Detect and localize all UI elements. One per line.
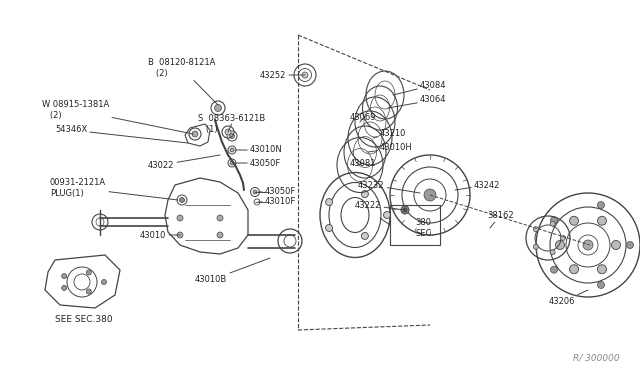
Circle shape bbox=[362, 232, 369, 240]
Circle shape bbox=[611, 241, 621, 250]
Circle shape bbox=[424, 189, 436, 201]
Circle shape bbox=[326, 199, 333, 206]
Text: 43232: 43232 bbox=[358, 180, 420, 193]
Circle shape bbox=[177, 215, 183, 221]
Bar bbox=[390, 205, 440, 245]
Circle shape bbox=[550, 266, 557, 273]
Circle shape bbox=[86, 270, 92, 275]
Text: 43010B: 43010B bbox=[195, 258, 270, 285]
Text: 43010: 43010 bbox=[140, 231, 180, 240]
Circle shape bbox=[403, 208, 407, 212]
Circle shape bbox=[362, 190, 369, 198]
Circle shape bbox=[550, 221, 555, 226]
Text: 380
SEC.: 380 SEC. bbox=[415, 218, 434, 238]
Circle shape bbox=[217, 232, 223, 238]
Circle shape bbox=[570, 265, 579, 274]
Text: 00931-2121A
PLUG(1): 00931-2121A PLUG(1) bbox=[50, 178, 178, 200]
Circle shape bbox=[598, 282, 604, 288]
Circle shape bbox=[61, 285, 67, 291]
Circle shape bbox=[253, 190, 257, 194]
Text: 43242: 43242 bbox=[455, 180, 500, 190]
Text: 43010N: 43010N bbox=[235, 145, 283, 154]
Text: 43069: 43069 bbox=[350, 113, 376, 122]
Circle shape bbox=[598, 265, 607, 274]
Text: S  08363-6121B
   (1): S 08363-6121B (1) bbox=[198, 114, 265, 134]
Circle shape bbox=[598, 216, 607, 225]
Circle shape bbox=[583, 240, 593, 250]
Text: 43050F: 43050F bbox=[258, 187, 296, 196]
Text: 43064: 43064 bbox=[388, 96, 447, 108]
Circle shape bbox=[326, 224, 333, 231]
Text: B  08120-8121A
   (2): B 08120-8121A (2) bbox=[148, 58, 218, 105]
Circle shape bbox=[177, 232, 183, 238]
Text: W 08915-1381A
   (2): W 08915-1381A (2) bbox=[42, 100, 193, 134]
Circle shape bbox=[627, 241, 634, 248]
Text: 43022: 43022 bbox=[148, 155, 220, 170]
Circle shape bbox=[230, 134, 234, 138]
Text: 43010F: 43010F bbox=[258, 198, 296, 206]
Circle shape bbox=[550, 217, 557, 224]
Circle shape bbox=[533, 244, 538, 249]
Circle shape bbox=[598, 202, 604, 209]
Circle shape bbox=[550, 250, 555, 255]
Text: 43081: 43081 bbox=[350, 158, 376, 167]
Circle shape bbox=[230, 148, 234, 152]
Text: SEE SEC.380: SEE SEC.380 bbox=[55, 315, 113, 324]
Text: 43252: 43252 bbox=[260, 71, 305, 80]
Circle shape bbox=[383, 212, 390, 218]
Circle shape bbox=[86, 289, 92, 294]
Text: 43210: 43210 bbox=[373, 128, 406, 138]
Text: 43206: 43206 bbox=[548, 290, 588, 307]
Text: R/ 300000: R/ 300000 bbox=[573, 353, 620, 362]
Circle shape bbox=[570, 216, 579, 225]
Text: 43222: 43222 bbox=[355, 201, 404, 210]
Circle shape bbox=[533, 227, 538, 232]
Text: 43050F: 43050F bbox=[235, 158, 281, 167]
Circle shape bbox=[192, 131, 198, 137]
Circle shape bbox=[179, 198, 184, 202]
Circle shape bbox=[561, 235, 566, 241]
Circle shape bbox=[214, 105, 221, 112]
Circle shape bbox=[230, 161, 234, 165]
Text: 38162: 38162 bbox=[487, 211, 514, 228]
Circle shape bbox=[302, 72, 308, 78]
Text: 43084: 43084 bbox=[393, 80, 447, 95]
Circle shape bbox=[102, 279, 106, 285]
Circle shape bbox=[217, 215, 223, 221]
Text: 54346X: 54346X bbox=[55, 125, 188, 143]
Circle shape bbox=[401, 206, 409, 214]
Text: 43010H: 43010H bbox=[368, 144, 413, 153]
Circle shape bbox=[556, 241, 564, 250]
Circle shape bbox=[225, 129, 231, 135]
Circle shape bbox=[61, 274, 67, 279]
